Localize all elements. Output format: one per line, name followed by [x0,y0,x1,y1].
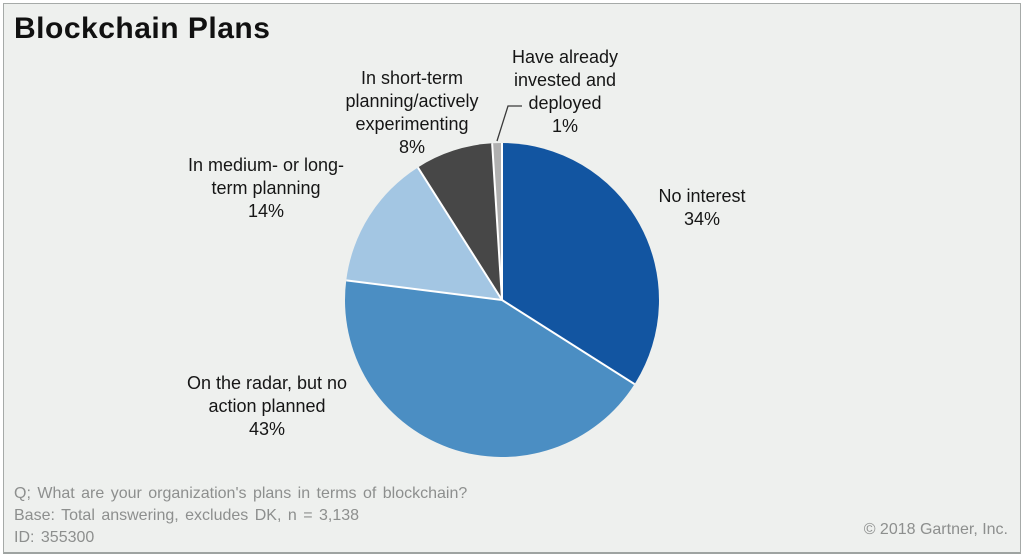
pie-separator-line [491,143,503,301]
pie-separator-line [501,299,636,385]
pie-separator-line [417,166,503,301]
pie-slice-in-short-term-planning-actively-experimenting [417,143,502,300]
pie-separator-line [346,279,503,301]
leader-line-invested [496,105,522,142]
pie-slice-in-medium-or-long-term-planning [346,167,502,300]
label-on-the-radar: On the radar, but no action planned 43% [186,373,348,439]
pie-slice-separators [346,143,636,385]
footnote-id: ID: 355300 [14,529,95,546]
label-short-term-planning: In short-term planning/actively experime… [345,68,479,157]
label-medium-long-planning: In medium- or long- term planning 14% [187,155,345,221]
footnote-base: Base: Total answering, excludes DK, n = … [14,507,360,524]
footnote-question: Q; What are your organization's plans in… [14,485,468,502]
label-no-interest: No interest 34% [658,186,746,229]
footnote-block: Q; What are your organization's plans in… [14,483,467,549]
chart-title: Blockchain Plans [14,12,271,45]
label-have-already-invested: Have already invested and deployed 1% [511,47,619,136]
copyright-text: © 2018 Gartner, Inc. [863,521,1008,538]
pie-slice-on-the-radar-but-no-action-planned [344,280,635,458]
